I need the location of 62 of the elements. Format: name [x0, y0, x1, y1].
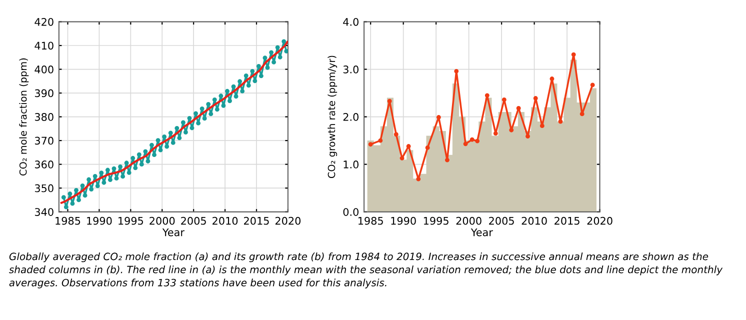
point — [444, 158, 450, 162]
text: Globally averaged CO₂ mole fraction (a) and its growth rate (b) from 1984 to 2019. Increases in successive annual means are shown as the shaded columns in (b). The red line in (a) is the monthly mean with the seasonal variation removed; the blue dots and line depict the monthly averages. Observations from 133 stations have been used for this analysis. — [9, 252, 723, 288]
y-axis-title: CO₂ mole fraction (ppm) — [19, 58, 29, 176]
point — [493, 131, 498, 136]
y-tick-label: 350 — [34, 184, 54, 192]
x-tick-label: 2015 — [244, 216, 269, 225]
y-tick-label: 1.0 — [344, 160, 358, 168]
x-tick-label: 2010 — [212, 216, 238, 225]
x-axis-title: Year — [470, 228, 493, 236]
point — [526, 134, 530, 139]
x-tick-label: 2000 — [150, 216, 175, 225]
x-tick-label: 1985 — [358, 216, 383, 225]
point — [540, 124, 544, 128]
point — [454, 68, 459, 74]
y-tick-label: 3.0 — [343, 66, 358, 74]
point — [558, 119, 563, 124]
x-axis-title: Year — [162, 228, 184, 236]
y-tick-label: 360 — [34, 160, 54, 168]
point — [590, 82, 595, 88]
point — [406, 144, 411, 148]
point — [516, 106, 521, 110]
y-tick-label: 410 — [34, 42, 54, 50]
x-tick-label: 2015 — [554, 216, 580, 225]
x-tick-label: 2005 — [181, 216, 206, 225]
point — [387, 98, 392, 104]
y-tick-label: 340 — [34, 208, 54, 216]
point — [416, 176, 421, 182]
point — [425, 145, 430, 150]
x-tick-label: 2000 — [456, 216, 482, 225]
point — [400, 156, 404, 160]
y-tick-label: 0.0 — [343, 208, 358, 216]
y-tick-label: 400 — [34, 66, 54, 74]
point — [484, 93, 490, 98]
x-tick-label: 1995 — [424, 216, 448, 225]
y-tick-label: 2.0 — [343, 113, 358, 121]
y-tick-label: 380 — [34, 113, 54, 121]
x-tick-label: 1990 — [391, 216, 416, 225]
y-tick-label: 390 — [34, 89, 54, 98]
point — [436, 115, 441, 120]
point — [571, 52, 576, 57]
y-tick-label: 420 — [34, 18, 54, 26]
point — [368, 142, 373, 147]
point — [502, 97, 506, 102]
y-tick-label: 4.0 — [343, 18, 358, 26]
point — [475, 138, 480, 144]
point — [378, 138, 383, 143]
point — [509, 128, 514, 132]
point — [463, 142, 468, 146]
x-tick-label: 2020 — [587, 216, 612, 225]
y-tick-label: 370 — [34, 136, 54, 145]
x-tick-label: 1995 — [118, 216, 144, 225]
point — [550, 76, 554, 82]
point — [470, 137, 474, 142]
x-tick-label: 2010 — [522, 216, 547, 225]
x-tick-label: 2020 — [275, 216, 301, 225]
point — [580, 112, 584, 116]
y-axis-title: CO₂ growth rate (ppm/yr) — [328, 56, 338, 178]
x-tick-label: 1985 — [56, 216, 80, 225]
x-tick-label: 2005 — [489, 216, 514, 225]
point — [394, 132, 398, 137]
x-tick-label: 1990 — [87, 216, 112, 225]
point — [533, 96, 538, 100]
